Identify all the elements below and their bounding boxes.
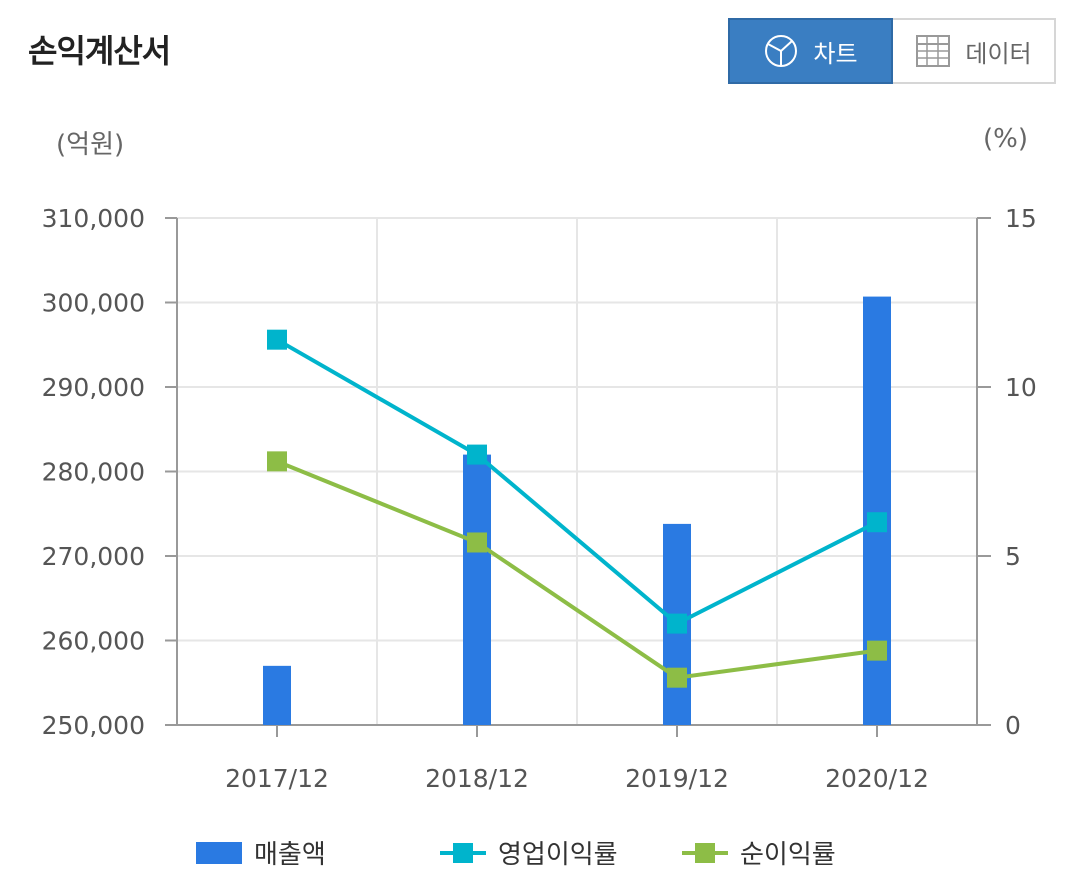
chart-view-button[interactable]: 차트 — [728, 18, 893, 84]
right-axis-tick-label: 10 — [1005, 373, 1037, 402]
legend-label: 영업이익률 — [498, 840, 618, 870]
line-operating-margin — [276, 337, 878, 626]
right-axis-unit: (%) — [983, 124, 1028, 154]
line-net-margin — [276, 459, 878, 680]
x-axis-tick-label: 2019/12 — [625, 764, 729, 793]
point-operating-margin — [667, 613, 687, 634]
chart-view-label: 차트 — [813, 39, 858, 68]
point-net-margin — [667, 667, 687, 688]
left-axis-tick-label: 260,000 — [42, 627, 145, 656]
legend-bar-swatch — [196, 841, 242, 864]
bar-revenue — [463, 454, 491, 725]
table-icon — [916, 35, 951, 67]
pie-chart-icon — [765, 35, 798, 67]
legend-item-net-margin[interactable]: 순이익률 — [682, 834, 836, 871]
left-axis-tick-label: 250,000 — [42, 711, 145, 740]
bar-revenue — [263, 665, 291, 725]
data-view-button[interactable]: 데이터 — [893, 18, 1056, 84]
point-net-margin — [867, 640, 887, 661]
right-axis-tick-label: 5 — [1005, 542, 1021, 571]
legend-line-swatch — [440, 842, 486, 863]
point-net-margin — [467, 532, 487, 553]
point-operating-margin — [867, 512, 887, 533]
page-title: 손익계산서 — [28, 32, 171, 70]
legend-item-operating-margin[interactable]: 영업이익률 — [440, 834, 618, 871]
point-operating-margin — [267, 329, 287, 350]
point-operating-margin — [467, 444, 487, 465]
data-view-label: 데이터 — [965, 39, 1032, 68]
view-toggle: 차트 데이터 — [728, 18, 1056, 84]
right-axis-tick-label: 0 — [1005, 711, 1021, 740]
left-axis-tick-label: 310,000 — [42, 204, 145, 233]
x-axis-tick-label: 2017/12 — [225, 764, 329, 793]
x-axis-tick-label: 2018/12 — [425, 764, 529, 793]
legend-label: 순이익률 — [740, 840, 836, 870]
left-axis-tick-label: 270,000 — [42, 542, 145, 571]
left-axis-unit: (억원) — [56, 130, 125, 160]
point-net-margin — [267, 451, 287, 472]
legend-label: 매출액 — [254, 840, 326, 870]
left-axis-tick-label: 290,000 — [42, 373, 145, 402]
bar-revenue — [863, 296, 891, 725]
right-axis-tick-label: 15 — [1005, 204, 1037, 233]
legend-line-swatch — [682, 842, 728, 863]
legend-item-revenue[interactable]: 매출액 — [196, 834, 326, 871]
left-axis-tick-label: 280,000 — [42, 458, 145, 487]
left-axis-tick-label: 300,000 — [42, 289, 145, 318]
x-axis-tick-label: 2020/12 — [825, 764, 929, 793]
income-chart: 250,000 260,000 270,000 280,000 290,000 300,0… — [42, 204, 1037, 793]
